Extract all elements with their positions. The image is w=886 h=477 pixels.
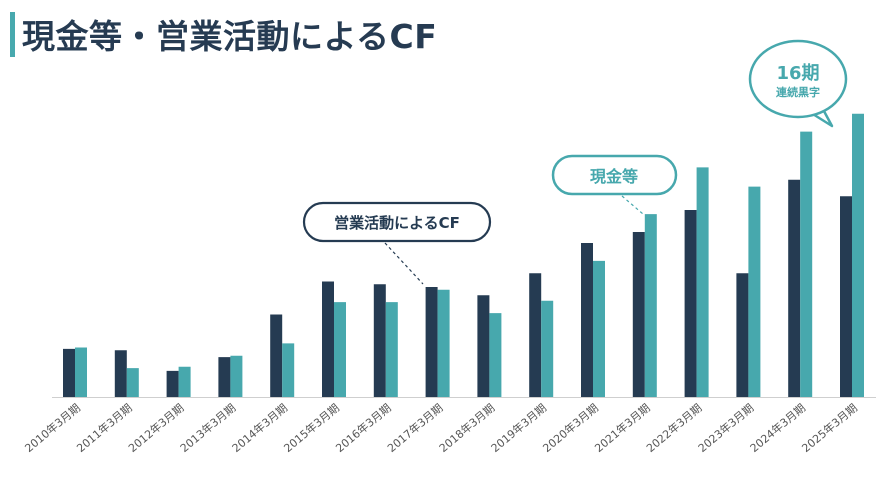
cash-bar	[800, 131, 813, 397]
cash-bar	[696, 167, 709, 397]
operating-cf-bar	[63, 348, 75, 397]
operating-cf-bar	[425, 287, 438, 397]
operating-cf-bar	[736, 273, 749, 397]
operating-cf-bar	[114, 350, 127, 397]
cash-bar	[385, 302, 398, 397]
cash-callout-pointer	[621, 195, 644, 215]
profit-badge: 16期 連続黒字	[748, 39, 848, 128]
profit-badge-bubble	[748, 39, 848, 119]
cash-bar	[178, 366, 191, 397]
x-tick-label: 2025年3月期	[799, 401, 860, 455]
x-tick-label: 2018年3月期	[436, 401, 497, 455]
profit-badge-joint	[806, 100, 822, 108]
x-tick-label: 2017年3月期	[384, 401, 445, 455]
operating-cf-bar	[322, 281, 334, 397]
cash-bar	[334, 302, 346, 397]
x-tick-label: 2021年3月期	[592, 401, 653, 455]
operating-cf-callout-box	[302, 201, 492, 243]
cash-bar	[644, 214, 657, 397]
profit-badge-text: 連続黒字	[776, 85, 820, 99]
x-tick-label: 2020年3月期	[540, 401, 601, 455]
x-tick-label: 2013年3月期	[177, 401, 238, 455]
cash-bar	[126, 368, 139, 397]
operating-cf-bar	[270, 314, 283, 397]
operating-cf-bar	[373, 284, 386, 397]
x-tick-label: 2012年3月期	[125, 401, 186, 455]
cash-bar	[75, 347, 87, 397]
cash-bar	[748, 186, 761, 397]
profit-badge-number: 16期	[776, 63, 819, 84]
x-tick-label: 2011年3月期	[74, 401, 135, 455]
x-tick-label: 2016年3月期	[333, 401, 394, 455]
operating-cf-callout: 営業活動によるCF	[302, 201, 492, 285]
operating-cf-bar	[684, 210, 697, 397]
cash-bar	[852, 113, 864, 397]
x-tick-labels: 2010年3月期2011年3月期2012年3月期2013年3月期2014年3月期…	[22, 401, 860, 455]
cash-bar	[593, 260, 605, 397]
operating-cf-callout-label: 営業活動によるCF	[334, 214, 460, 232]
cash-callout-box	[551, 154, 678, 196]
operating-cf-bar	[581, 243, 593, 397]
cash-bar	[541, 300, 554, 397]
operating-cf-bar	[788, 179, 801, 397]
page-title: 現金等・営業活動によるCF	[22, 17, 438, 56]
x-tick-label: 2015年3月期	[281, 401, 342, 455]
operating-cf-bar	[529, 273, 542, 397]
operating-cf-bar	[166, 370, 179, 397]
operating-cf-bar	[218, 357, 231, 397]
title-accent-bar	[10, 12, 15, 57]
cash-bar	[437, 289, 450, 397]
bars-group	[63, 113, 864, 397]
cash-callout: 現金等	[551, 154, 678, 215]
x-tick-label: 2022年3月期	[643, 401, 704, 455]
operating-cf-callout-pointer	[384, 242, 424, 285]
x-tick-label: 2019年3月期	[488, 401, 549, 455]
x-tick-label: 2014年3月期	[229, 401, 290, 455]
operating-cf-bar	[477, 295, 490, 397]
operating-cf-bar	[840, 196, 852, 397]
operating-cf-bar	[632, 232, 645, 397]
cash-callout-label: 現金等	[590, 167, 638, 186]
cash-bar	[282, 343, 295, 397]
x-tick-label: 2024年3月期	[747, 401, 808, 455]
x-tick-label: 2023年3月期	[695, 401, 756, 455]
cash-bar	[489, 313, 502, 397]
cash-bar	[230, 355, 243, 397]
x-tick-label: 2010年3月期	[22, 401, 83, 455]
